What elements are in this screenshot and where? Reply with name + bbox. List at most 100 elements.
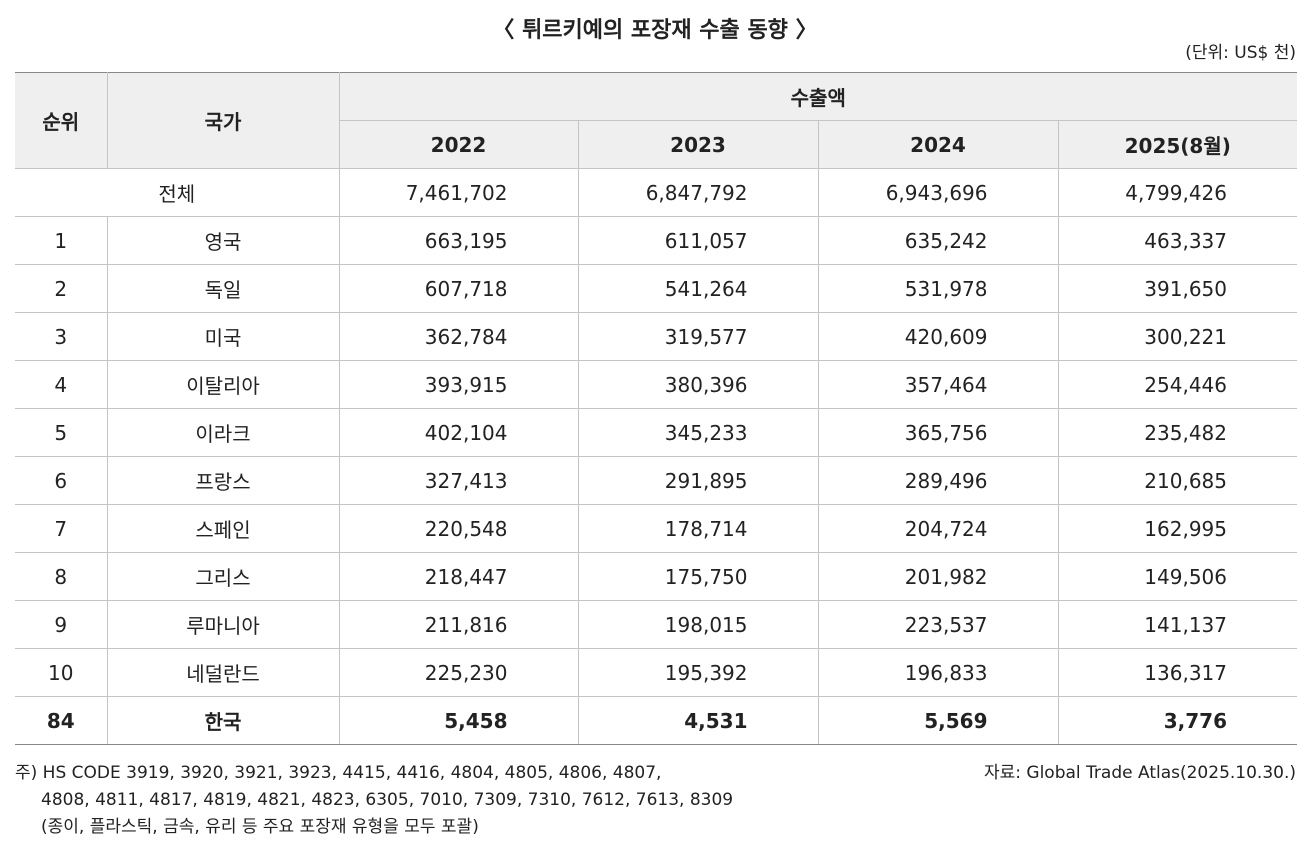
- cell: 218,447: [338, 552, 579, 601]
- row: 6 프랑스 327,413 291,895 289,496 210,685: [15, 456, 1298, 505]
- cell: 211,816: [338, 600, 579, 649]
- cell: 10: [15, 648, 108, 697]
- cell: 201,982: [817, 552, 1059, 601]
- cell: 291,895: [577, 456, 819, 505]
- cell: 이탈리아: [106, 360, 340, 409]
- header-cell: 2023: [577, 120, 819, 169]
- cell: 220,548: [338, 504, 579, 553]
- cell: 이라크: [106, 408, 340, 457]
- cell: 5,458: [338, 696, 579, 745]
- cell: 607,718: [338, 264, 579, 313]
- cell: 독일: [106, 264, 340, 313]
- cell: 162,995: [1057, 504, 1298, 553]
- row: 4 이탈리아 393,915 380,396 357,464 254,446: [15, 360, 1298, 409]
- row: 9 루마니아 211,816 198,015 223,537 141,137: [15, 600, 1298, 649]
- cell: 663,195: [338, 216, 579, 265]
- cell: 175,750: [577, 552, 819, 601]
- cell: 6,847,792: [577, 168, 819, 217]
- cell: 391,650: [1057, 264, 1298, 313]
- cell: 463,337: [1057, 216, 1298, 265]
- cell: 345,233: [577, 408, 819, 457]
- header-cell: 2025(8월): [1057, 120, 1298, 169]
- row: 3 미국 362,784 319,577 420,609 300,221: [15, 312, 1298, 361]
- cell: 235,482: [1057, 408, 1298, 457]
- cell: 198,015: [577, 600, 819, 649]
- cell: 영국: [106, 216, 340, 265]
- header-cell: 국가: [106, 72, 340, 169]
- notes: 주) HS CODE 3919, 3920, 3921, 3923, 4415,…: [15, 760, 733, 841]
- table: 순위 국가 수출액 2022 2023 2024 2025(8월) 전체 7,461,…: [15, 72, 1298, 745]
- cell: 루마니아: [106, 600, 340, 649]
- cell: 204,724: [817, 504, 1059, 553]
- header-cell: 2024: [817, 120, 1059, 169]
- cell: 210,685: [1057, 456, 1298, 505]
- row: 10 네덜란드 225,230 195,392 196,833 136,317: [15, 648, 1298, 697]
- cell: 635,242: [817, 216, 1059, 265]
- cell: 365,756: [817, 408, 1059, 457]
- cell: 223,537: [817, 600, 1059, 649]
- cell: 9: [15, 600, 108, 649]
- cell: 7,461,702: [338, 168, 579, 217]
- note-line: 주) HS CODE 3919, 3920, 3921, 3923, 4415,…: [15, 763, 662, 783]
- cell: 300,221: [1057, 312, 1298, 361]
- cell: 362,784: [338, 312, 579, 361]
- cell: 178,714: [577, 504, 819, 553]
- title: 〈 튀르키예의 포장재 수출 동향 〉: [492, 18, 818, 43]
- cell: 3: [15, 312, 108, 361]
- cell: 289,496: [817, 456, 1059, 505]
- cell: 380,396: [577, 360, 819, 409]
- cell: 6: [15, 456, 108, 505]
- cell: 84: [15, 696, 108, 745]
- cell: 402,104: [338, 408, 579, 457]
- note-line: 4808, 4811, 4817, 4819, 4821, 4823, 6305…: [41, 790, 734, 810]
- cell: 420,609: [817, 312, 1059, 361]
- cell: 225,230: [338, 648, 579, 697]
- total-row: 전체 7,461,702 6,847,792 6,943,696 4,799,426: [15, 168, 1298, 217]
- total-label: 전체: [15, 168, 340, 217]
- cell: 5: [15, 408, 108, 457]
- cell: 195,392: [577, 648, 819, 697]
- cell: 그리스: [106, 552, 340, 601]
- row: 7 스페인 220,548 178,714 204,724 162,995: [15, 504, 1298, 553]
- cell: 7: [15, 504, 108, 553]
- table-header: 순위 국가 수출액 2022 2023 2024 2025(8월): [15, 72, 1298, 169]
- cell: 6,943,696: [817, 168, 1059, 217]
- row: 5 이라크 402,104 345,233 365,756 235,482: [15, 408, 1298, 457]
- cell: 4: [15, 360, 108, 409]
- cell: 319,577: [577, 312, 819, 361]
- source: 자료: Global Trade Atlas(2025.10.30.): [984, 763, 1296, 783]
- row: 84 한국 5,458 4,531 5,569 3,776: [15, 696, 1298, 745]
- header-cell: 2022: [339, 120, 579, 169]
- cell: 3,776: [1057, 696, 1298, 745]
- cell: 541,264: [577, 264, 819, 313]
- cell: 149,506: [1057, 552, 1298, 601]
- cell: 4,799,426: [1057, 168, 1298, 217]
- cell: 327,413: [338, 456, 579, 505]
- row: 8 그리스 218,447 175,750 201,982 149,506: [15, 552, 1298, 601]
- cell: 393,915: [338, 360, 579, 409]
- cell: 8: [15, 552, 108, 601]
- cell: 141,137: [1057, 600, 1298, 649]
- row: 1 영국 663,195 611,057 635,242 463,337: [15, 216, 1298, 265]
- note-line: (종이, 플라스틱, 금속, 유리 등 주요 포장재 유형을 모두 포괄): [41, 817, 479, 837]
- unit: (단위: US$ 천): [1185, 43, 1296, 63]
- row: 2 독일 607,718 541,264 531,978 391,650: [15, 264, 1298, 313]
- cell: 611,057: [577, 216, 819, 265]
- table-body: 전체 7,461,702 6,847,792 6,943,696 4,799,426 …: [15, 168, 1298, 745]
- header-cell: 순위: [15, 72, 108, 169]
- cell: 196,833: [817, 648, 1059, 697]
- cell: 네덜란드: [106, 648, 340, 697]
- cell: 2: [15, 264, 108, 313]
- cell: 254,446: [1057, 360, 1298, 409]
- cell: 136,317: [1057, 648, 1298, 697]
- cell: 한국: [106, 696, 340, 745]
- cell: 스페인: [106, 504, 340, 553]
- header-cell: 수출액: [338, 72, 1298, 121]
- cell: 5,569: [817, 696, 1059, 745]
- cell: 프랑스: [106, 456, 340, 505]
- cell: 1: [15, 216, 108, 265]
- cell: 357,464: [817, 360, 1059, 409]
- cell: 4,531: [577, 696, 819, 745]
- cell: 531,978: [817, 264, 1059, 313]
